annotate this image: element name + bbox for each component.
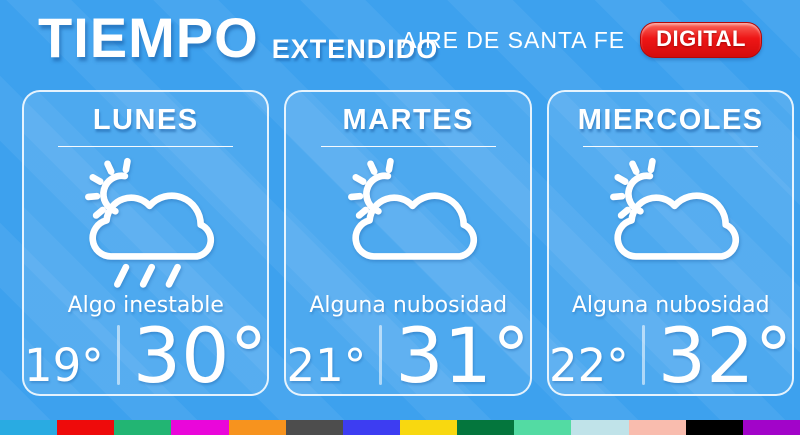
page-title: TIEMPO [38,6,259,69]
sun-cloud-icon [595,149,746,295]
palette-swatch [57,420,115,435]
temp-max: 30° [132,311,268,400]
palette-swatch [285,420,343,435]
palette-swatch [457,420,515,435]
forecast-card-lunes: LUNES Algo inestable [22,90,270,400]
temperature-row: 21° 31° [286,311,530,400]
day-divider [320,146,496,147]
temperature-row: 19° 30° [24,311,268,400]
day-divider [58,146,234,147]
weather-description: Alguna nubosidad [309,293,508,318]
temp-divider [641,325,645,386]
day-divider [583,146,759,147]
forecast-card-martes: MARTES Alguna nubosidad [284,90,532,400]
forecast-cards: LUNES Algo inestable [22,90,795,400]
temp-max: 32° [657,311,793,400]
header: TIEMPO EXTENDIDO AIRE DE SANTA FE DIGITA… [38,10,762,80]
day-name: MIERCOLES [577,104,764,136]
palette-swatch [514,420,572,435]
temp-min: 21° [286,338,367,392]
palette-swatch [571,420,629,435]
day-name: LUNES [92,104,199,136]
temp-min: 19° [24,338,104,392]
brand-row: AIRE DE SANTA FE DIGITAL [401,22,762,58]
weather-description: Alguna nubosidad [571,293,770,318]
temp-divider [116,325,120,386]
forecast-card-miercoles: MIERCOLES Alguna nubosi [546,90,795,400]
temperature-row: 22° 32° [548,311,793,400]
temp-min: 22° [548,338,629,392]
day-name: MARTES [342,104,474,136]
palette-swatch [742,420,800,435]
palette-swatch [685,420,743,435]
title-row: TIEMPO EXTENDIDO [38,10,762,66]
sun-cloud-rain-icon [70,149,221,295]
sun-cloud-icon [333,149,484,295]
palette-swatch [114,420,172,435]
palette-swatch [342,420,400,435]
palette-swatch [628,420,686,435]
palette-swatch [228,420,286,435]
temp-max: 31° [395,311,530,400]
temp-divider [379,325,383,386]
palette-swatch [399,420,458,435]
page-subtitle: EXTENDIDO [271,34,439,64]
footer-color-bar [0,420,800,435]
weather-description: Algo inestable [67,293,224,318]
digital-badge: DIGITAL [640,22,762,58]
palette-swatch [171,420,229,435]
palette-swatch [0,420,58,435]
brand-name: AIRE DE SANTA FE [401,26,626,53]
